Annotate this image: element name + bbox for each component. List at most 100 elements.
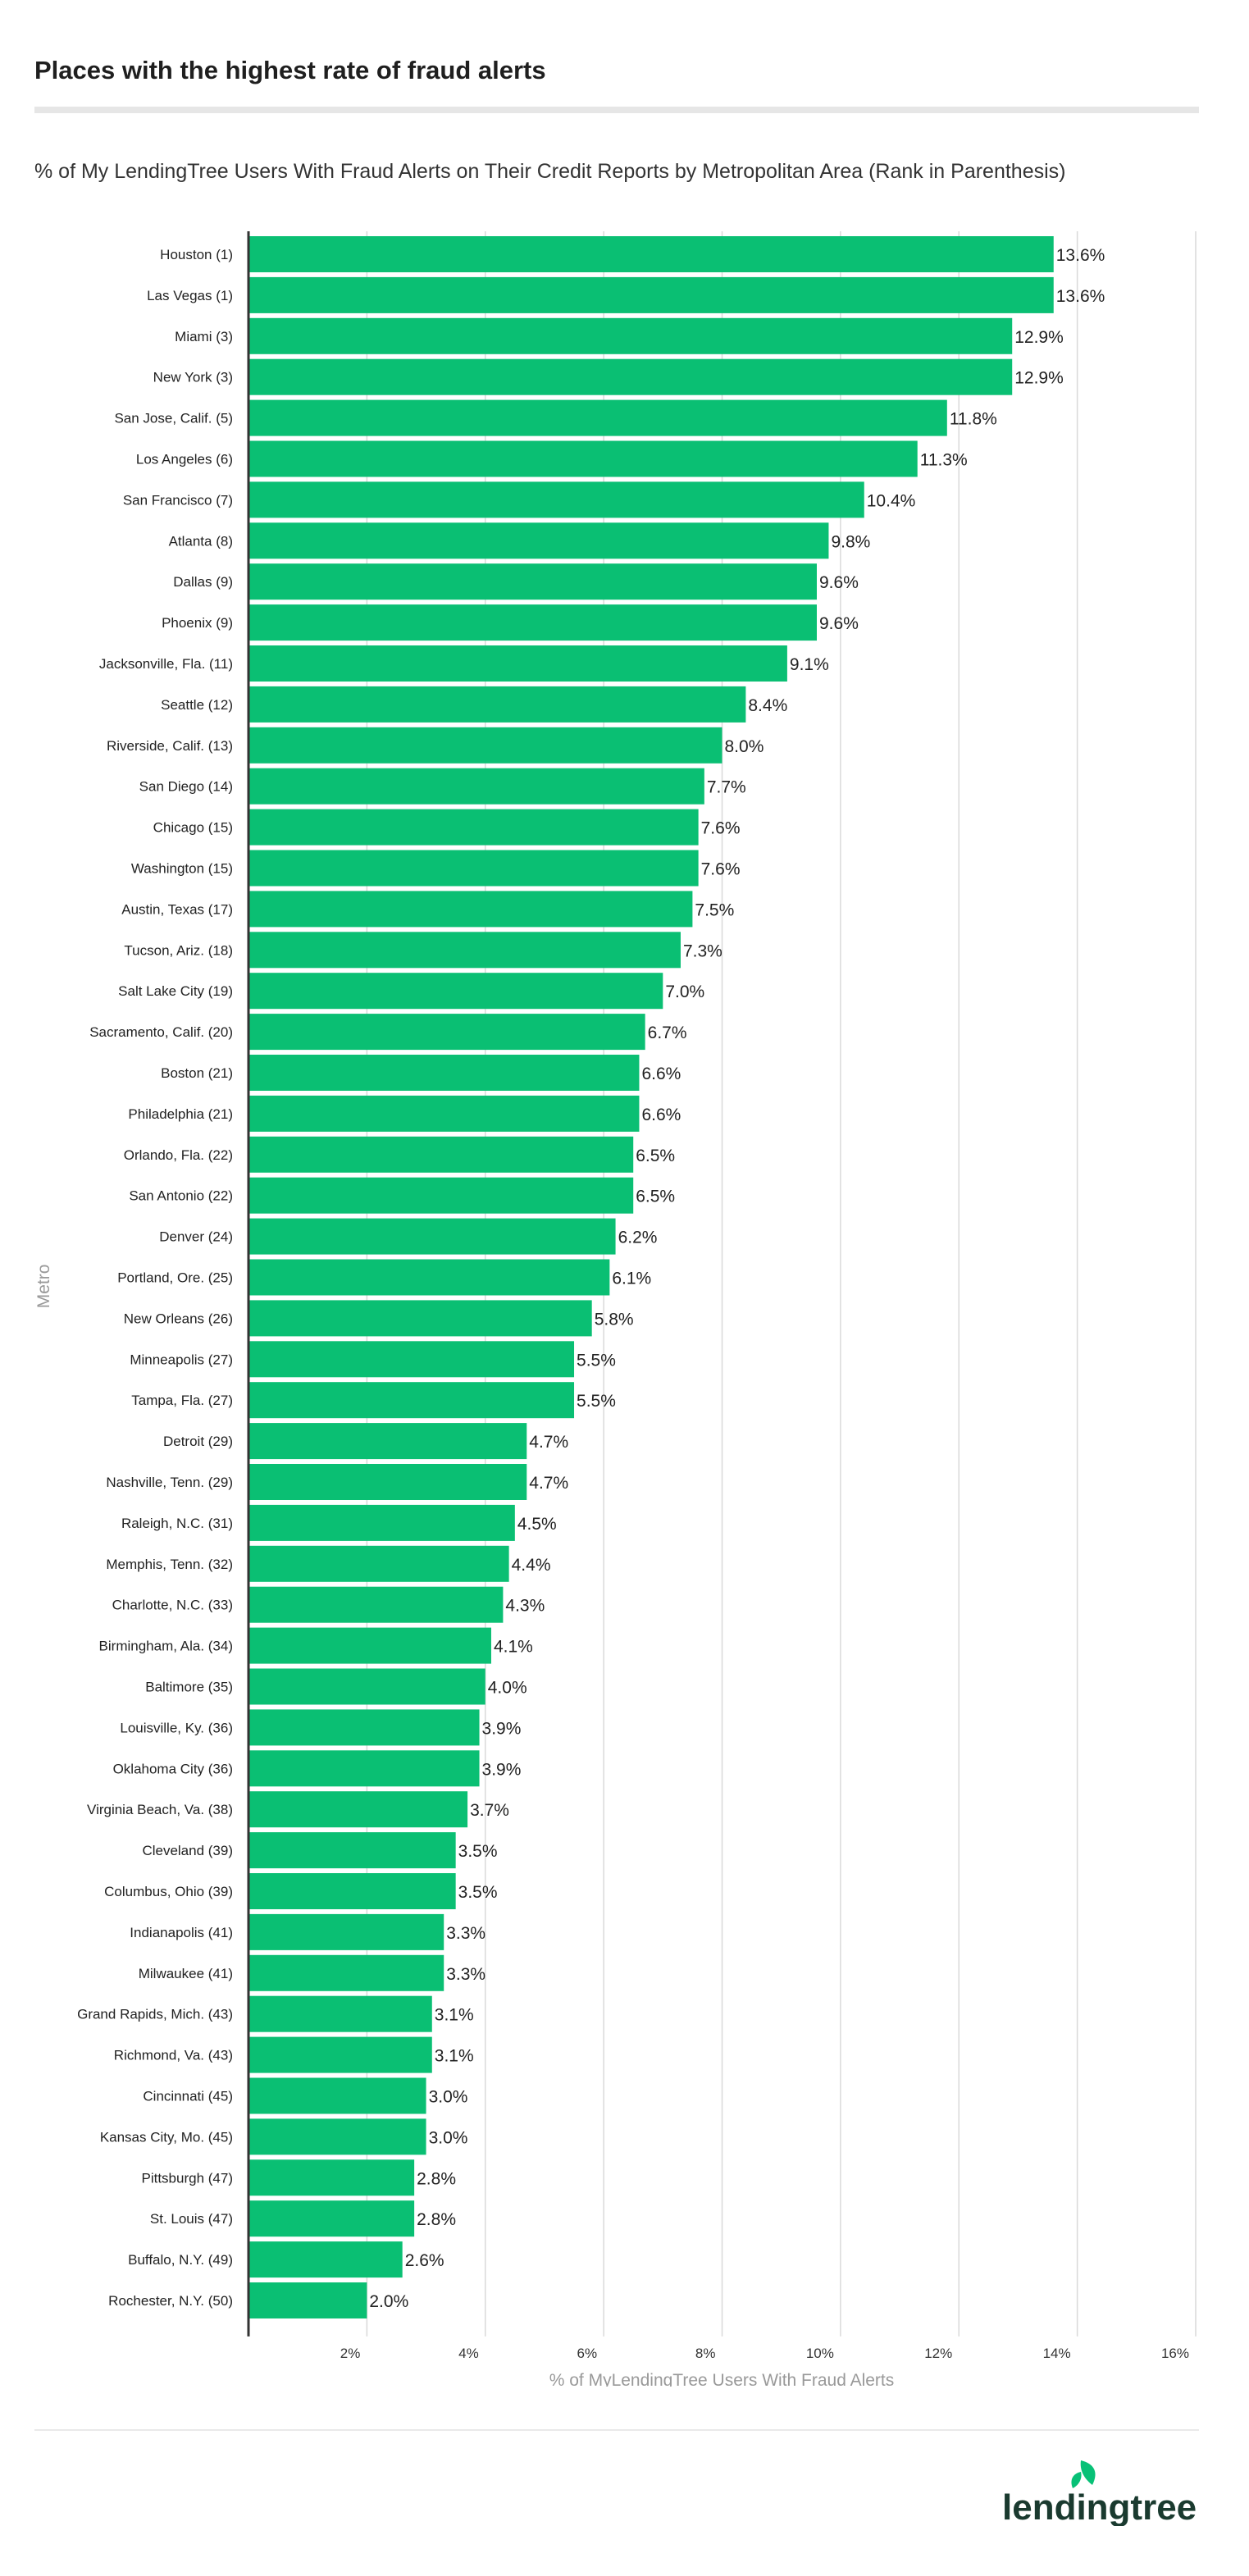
category-label: Austin, Texas (17) <box>121 901 233 917</box>
footer-divider <box>34 2429 1199 2431</box>
category-label: Houston (1) <box>160 247 233 262</box>
category-label: Louisville, Ky. (36) <box>120 1720 233 1735</box>
data-label: 4.7% <box>529 1433 568 1452</box>
data-label: 4.4% <box>512 1556 551 1575</box>
bar <box>248 2200 415 2237</box>
x-tick-label: 6% <box>577 2346 598 2361</box>
category-label: Denver (24) <box>159 1229 233 1245</box>
bar <box>248 481 864 518</box>
data-label: 3.1% <box>435 2006 474 2025</box>
category-label: Buffalo, N.Y. (49) <box>128 2252 233 2268</box>
category-label: San Jose, Calif. (5) <box>114 411 233 426</box>
bar <box>248 358 1013 395</box>
data-label: 6.5% <box>636 1147 675 1165</box>
category-label: Boston (21) <box>161 1065 233 1081</box>
category-label: Philadelphia (21) <box>128 1106 233 1122</box>
bar <box>248 1095 640 1132</box>
category-label: Washington (15) <box>131 861 233 877</box>
bar <box>248 399 947 436</box>
data-label: 2.6% <box>405 2251 444 2270</box>
category-label: New York (3) <box>153 370 233 385</box>
bar-chart: Houston (1) 13.6% Las Vegas (1) 13.6% Miami … <box>34 231 1197 2387</box>
data-label: 7.7% <box>707 778 746 797</box>
data-label: 7.5% <box>695 900 734 919</box>
bar <box>248 1627 491 1664</box>
bar <box>248 1586 504 1623</box>
bar <box>248 604 817 641</box>
data-label: 3.9% <box>482 1719 522 1738</box>
data-label: 5.8% <box>595 1310 634 1329</box>
bar <box>248 440 918 477</box>
data-label: 5.5% <box>577 1392 616 1411</box>
bar <box>248 1954 444 1991</box>
bar <box>248 932 681 969</box>
data-label: 2.8% <box>417 2210 456 2229</box>
bar <box>248 563 817 600</box>
data-label: 3.1% <box>435 2047 474 2066</box>
bar <box>248 1218 616 1255</box>
data-label: 8.4% <box>748 696 787 715</box>
bar <box>248 1913 444 1950</box>
bar <box>248 522 829 559</box>
category-label: Columbus, Ohio (39) <box>104 1884 233 1899</box>
category-label: Memphis, Tenn. (32) <box>106 1557 233 1572</box>
category-label: San Francisco (7) <box>123 492 233 508</box>
data-label: 7.3% <box>683 941 723 960</box>
data-label: 9.1% <box>790 655 829 674</box>
bar <box>248 973 663 1010</box>
data-label: 12.9% <box>1014 369 1064 388</box>
bar <box>248 2036 432 2073</box>
data-label: 9.6% <box>819 573 859 592</box>
category-label: Atlanta (8) <box>169 533 233 549</box>
data-label: 2.8% <box>417 2169 456 2188</box>
data-label: 13.6% <box>1056 246 1105 265</box>
y-axis-title: Metro <box>34 1265 53 1309</box>
category-label: Chicago (15) <box>153 820 233 836</box>
bar <box>248 2077 426 2114</box>
category-label: Phoenix (9) <box>162 615 233 631</box>
chart-subtitle: % of My LendingTree Users With Fraud Ale… <box>34 160 1066 183</box>
data-label: 11.8% <box>950 410 997 429</box>
category-label: Detroit (29) <box>163 1434 233 1449</box>
data-label: 9.8% <box>831 532 870 551</box>
category-label: St. Louis (47) <box>150 2211 233 2227</box>
data-label: 10.4% <box>867 491 916 510</box>
data-label: 5.5% <box>577 1351 616 1370</box>
bar <box>248 1014 645 1051</box>
category-label: Raleigh, N.C. (31) <box>121 1516 233 1531</box>
bar <box>248 1055 640 1091</box>
bar <box>248 727 723 764</box>
bar <box>248 1504 515 1541</box>
data-label: 4.7% <box>529 1474 568 1493</box>
category-label: Pittsburgh (47) <box>142 2170 234 2186</box>
category-label: Minneapolis (27) <box>130 1352 233 1367</box>
bar <box>248 1464 527 1500</box>
data-label: 7.0% <box>665 983 704 1001</box>
bar <box>248 645 787 682</box>
data-label: 6.5% <box>636 1188 675 1206</box>
category-label: Salt Lake City (19) <box>118 983 233 999</box>
bar <box>248 1259 610 1296</box>
data-label: 11.3% <box>920 451 968 470</box>
bar <box>248 317 1013 354</box>
bar <box>248 850 699 887</box>
category-label: Virginia Beach, Va. (38) <box>87 1802 233 1817</box>
category-label: Tampa, Fla. (27) <box>131 1393 233 1408</box>
data-label: 6.7% <box>648 1024 687 1042</box>
bar <box>248 686 746 723</box>
x-tick-label: 4% <box>458 2346 479 2361</box>
category-label: Rochester, N.Y. (50) <box>108 2293 233 2309</box>
bar <box>248 2282 367 2318</box>
data-label: 4.5% <box>517 1515 557 1534</box>
bar <box>248 1873 456 1909</box>
x-tick-label: 16% <box>1161 2346 1189 2361</box>
data-label: 3.0% <box>429 2088 468 2107</box>
data-label: 3.3% <box>446 1924 485 1943</box>
bar <box>248 2118 426 2155</box>
chart-title: Places with the highest rate of fraud al… <box>34 56 546 84</box>
category-label: Indianapolis (41) <box>130 1925 233 1940</box>
bar <box>248 1423 527 1460</box>
logo-wordmark: lendingtree <box>1002 2487 1197 2526</box>
x-tick-label: 2% <box>340 2346 361 2361</box>
data-label: 4.1% <box>494 1638 533 1657</box>
